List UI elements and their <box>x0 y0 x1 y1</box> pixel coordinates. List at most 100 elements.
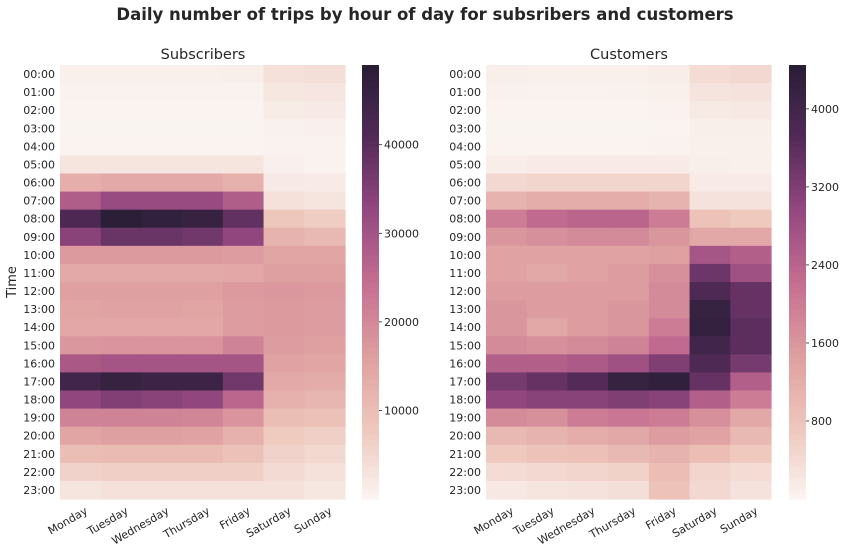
heatmap-cell <box>486 318 528 337</box>
heatmap-cell <box>648 155 691 175</box>
row-label: 02:00 <box>23 104 55 117</box>
colorbar-segment <box>789 146 806 153</box>
colorbar-segment <box>789 282 806 289</box>
heatmap-cell <box>567 83 609 102</box>
row-label: 11:00 <box>449 267 481 280</box>
heatmap-cell <box>486 263 528 283</box>
colorbar-segment <box>789 238 806 245</box>
heatmap-cell <box>689 155 731 175</box>
colorbar-segment <box>362 216 379 223</box>
heatmap-cell <box>100 390 143 410</box>
colorbar-segment <box>362 238 379 245</box>
heatmap-cell <box>608 282 650 301</box>
heatmap-cell <box>304 173 346 193</box>
heatmap-cell <box>730 372 772 392</box>
row-labels: 00:00 01:00 02:00 03:00 04:00 05:00 06:00 07:00… <box>23 68 55 497</box>
heatmap-cell <box>222 245 265 265</box>
heatmap-cell <box>648 263 691 283</box>
heatmap-cell <box>222 65 265 84</box>
colorbar-segment <box>362 336 379 343</box>
heatmap-cell <box>730 426 772 446</box>
row-label: 05:00 <box>449 158 481 171</box>
colorbar-segment <box>362 271 379 278</box>
heatmap-cell <box>263 408 305 428</box>
heatmap-cell <box>182 119 224 138</box>
colorbar-segment <box>789 374 806 381</box>
colorbar-segment <box>362 374 379 381</box>
heatmap-cell <box>730 354 772 374</box>
heatmap-cell <box>222 300 265 319</box>
colorbar-segment <box>362 341 379 348</box>
heatmap-cell <box>608 137 650 157</box>
colorbar-segment <box>362 162 379 169</box>
row-label: 15:00 <box>23 339 55 352</box>
heatmap-cell <box>182 318 224 337</box>
heatmap-cell <box>608 354 650 374</box>
colorbar-segment <box>789 276 806 283</box>
heatmap-cell <box>730 336 772 355</box>
row-label: 19:00 <box>449 412 481 425</box>
heatmap-cell <box>567 462 609 482</box>
column-label: Saturday <box>244 504 294 540</box>
colorbar-segment <box>362 178 379 185</box>
heatmap-cell <box>304 444 346 464</box>
heatmap-cell <box>182 209 224 229</box>
heatmap-cell <box>141 173 183 193</box>
colorbar-segment <box>789 341 806 348</box>
heatmap-cell <box>689 191 731 211</box>
heatmap-cell <box>263 263 305 283</box>
heatmap-cell <box>526 390 569 410</box>
colorbar-segment <box>362 81 379 88</box>
heatmap-cell <box>182 480 224 500</box>
colorbar-segment <box>789 206 806 213</box>
heatmap-cell <box>608 119 650 138</box>
row-label: 03:00 <box>23 122 55 135</box>
heatmap-cell <box>141 209 183 229</box>
heatmap-cell <box>730 155 772 175</box>
heatmap-cell <box>222 173 265 193</box>
heatmap-cell <box>304 65 346 84</box>
heatmap-cell <box>608 390 650 410</box>
colorbar-segment <box>362 130 379 137</box>
heatmap-cell <box>689 101 731 120</box>
heatmap-cell <box>222 191 265 211</box>
colorbar-segment <box>362 423 379 430</box>
colorbar-segment <box>789 184 806 191</box>
colorbar-segment <box>789 168 806 175</box>
heatmap-cell <box>263 336 305 355</box>
heatmap-cell <box>263 83 305 102</box>
colorbar-segment <box>362 65 379 72</box>
colorbar-segment <box>362 401 379 408</box>
colorbar-segment <box>789 271 806 278</box>
heatmap-cell <box>486 354 528 374</box>
heatmap-cell <box>608 227 650 247</box>
heatmap-cell <box>263 245 305 265</box>
heatmap-cell <box>567 300 609 319</box>
heatmap-cell <box>608 209 650 229</box>
heatmap-cell <box>141 408 183 428</box>
heatmap-cell <box>182 300 224 319</box>
heatmap-cell <box>263 173 305 193</box>
row-label: 20:00 <box>23 430 55 443</box>
colorbar-segment <box>362 168 379 175</box>
colorbar-segment <box>789 368 806 375</box>
colorbar-segment <box>362 325 379 332</box>
heatmap-cell <box>648 282 691 301</box>
heatmap-cell <box>486 372 528 392</box>
colorbar-segment <box>362 140 379 147</box>
colorbar-segment <box>789 108 806 115</box>
heatmap-cell <box>567 372 609 392</box>
heatmap-cell <box>608 372 650 392</box>
colorbar-segment <box>362 146 379 153</box>
heatmap-cell <box>304 354 346 374</box>
heatmap-cell <box>608 173 650 193</box>
colorbar-segment <box>362 119 379 126</box>
heatmap-cell <box>730 318 772 337</box>
heatmap-cell <box>689 408 731 428</box>
colorbar-segment <box>362 488 379 495</box>
heatmap-cell <box>526 426 569 446</box>
colorbar-segment <box>789 189 806 196</box>
heatmap-cell <box>608 444 650 464</box>
heatmap-cell <box>60 83 102 102</box>
heatmap-cell <box>304 245 346 265</box>
